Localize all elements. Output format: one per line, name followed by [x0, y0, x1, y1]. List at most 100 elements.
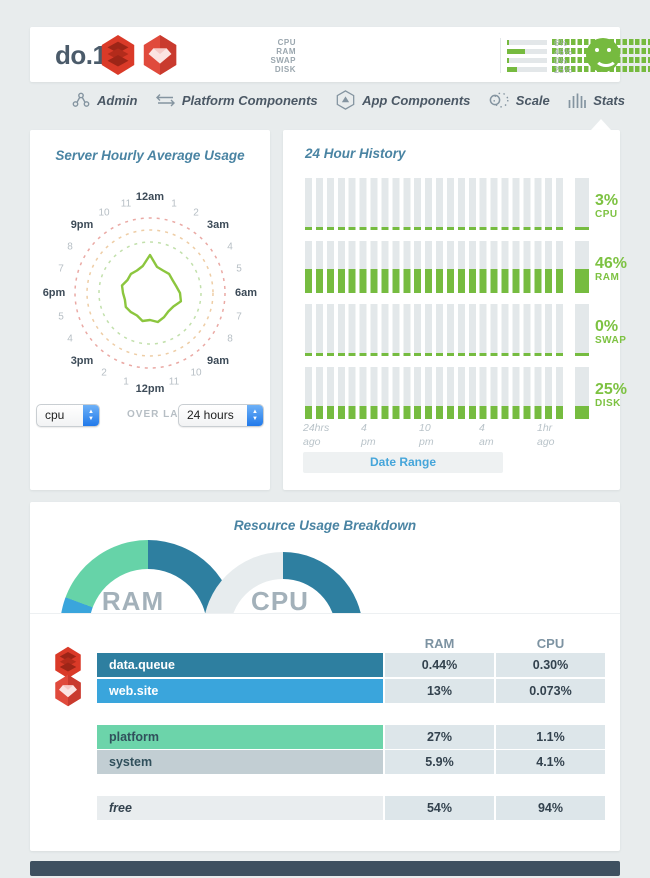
clock-label: 8 [67, 241, 73, 253]
meter-label: RAM [276, 47, 296, 56]
header-meter-row: CPU [250, 38, 650, 47]
panel-title: 24 Hour History [305, 146, 406, 161]
clock-rings [74, 217, 226, 369]
cpu-donut-label: CPU [251, 586, 309, 614]
clock-label: 3am [206, 219, 230, 231]
history-metric: DISK [595, 398, 621, 409]
gem-icon [55, 674, 81, 707]
clock-label: 12am [135, 191, 165, 203]
ram-percent: 46% [554, 47, 573, 57]
stacked-layers-icon [55, 646, 81, 679]
usage-blob [120, 253, 183, 324]
x-axis-label: 4 am [479, 422, 494, 448]
header-bar: do.1 CPU RAM SWAP DISK 6% 46% 0% 25% [30, 27, 650, 82]
clock-label: 2 [101, 367, 107, 379]
clock-label: 2 [193, 207, 199, 219]
nav-label: Scale [515, 92, 550, 108]
ram-donut-label: RAM [101, 586, 165, 614]
cpu-percent: 6% [554, 38, 568, 48]
header-meter-row: DISK [250, 65, 650, 74]
row-name-data-queue: data.queue [97, 653, 383, 677]
nav-item-stats[interactable]: Stats [568, 93, 625, 108]
cpu-mini-bar [507, 40, 547, 45]
select-stepper-icon: ▲ ▼ [247, 405, 263, 426]
clock-label: 4 [227, 241, 233, 253]
history-row-ram: 46% RAM [305, 241, 627, 293]
nav-label: Stats [593, 92, 625, 108]
header-meter-row: RAM [250, 47, 650, 56]
hourly-clock-chart: 12am 1 2 3am 4 5 6am 7 8 9am 10 11 12pm … [30, 173, 270, 413]
active-tab-caret [591, 119, 611, 130]
cell-cpu: 0.073% [496, 679, 605, 703]
meter-label: DISK [274, 65, 296, 74]
clock-label: 9pm [70, 219, 94, 231]
clock-label: 7 [58, 263, 64, 275]
panel-title: Resource Usage Breakdown [233, 518, 417, 533]
main-nav: Admin Platform Components App Components… [72, 88, 625, 112]
metric-select-value: cpu [45, 408, 65, 422]
gem-icon [143, 34, 177, 76]
nav-item-platform-components[interactable]: Platform Components [155, 92, 318, 108]
row-name-platform: platform [97, 725, 383, 749]
nav-label: App Components [362, 92, 471, 108]
app-title: do.1 [55, 40, 107, 70]
clock-label: 6pm [42, 287, 66, 299]
donut-charts: RAM CPU [30, 538, 620, 614]
x-axis-label: 4 pm [361, 422, 376, 448]
clock-label: 8 [227, 333, 233, 345]
hourly-usage-panel: Server Hourly Average Usage 12am 1 2 3am… [30, 130, 270, 490]
clock-label: 5 [58, 311, 64, 323]
clock-label: 11 [168, 376, 180, 388]
cell-cpu: 4.1% [496, 750, 605, 774]
row-name-web-site: web.site [97, 679, 383, 703]
history-row-swap: 0% SWAP [305, 304, 626, 356]
history-percent: 25% [595, 381, 628, 398]
cell-ram: 54% [385, 796, 494, 820]
row-name-free: free [97, 796, 383, 820]
cell-cpu: 1.1% [496, 725, 605, 749]
history-row-disk: 25% DISK [305, 367, 627, 419]
clock-label: 5 [236, 263, 242, 275]
swap-mini-bar [507, 58, 547, 63]
stacked-layers-icon [101, 34, 135, 76]
history-row-cpu: 3% CPU [305, 178, 618, 230]
history-metric: RAM [595, 272, 620, 283]
clock-label: 9am [206, 355, 230, 367]
disk-mini-bar [507, 67, 547, 72]
scale-circles-icon [489, 92, 509, 108]
cell-ram: 13% [385, 679, 494, 703]
admin-nodes-icon [72, 92, 90, 107]
meter-label: SWAP [270, 56, 296, 65]
clock-label: 11 [120, 198, 132, 210]
stats-bars-icon [568, 93, 587, 108]
footer-bar [30, 861, 620, 876]
nav-item-admin[interactable]: Admin [72, 92, 137, 108]
clock-label: 6am [234, 287, 258, 299]
x-axis-label: 10 pm [419, 422, 434, 448]
cell-ram: 0.44% [385, 653, 494, 677]
history-percent: 0% [595, 318, 619, 335]
cell-cpu: 0.30% [496, 653, 605, 677]
cell-ram: 27% [385, 725, 494, 749]
clock-label: 1 [171, 198, 177, 210]
x-axis-label: 1hr ago [537, 422, 555, 448]
clock-label: 3pm [70, 355, 94, 367]
range-select[interactable]: 24 hours ▲ ▼ [178, 404, 264, 427]
meter-label: CPU [277, 38, 296, 47]
nav-label: Platform Components [181, 92, 318, 108]
nav-item-scale[interactable]: Scale [489, 92, 550, 108]
disk-percent: 25% [554, 65, 573, 75]
date-range-button[interactable]: Date Range [303, 452, 503, 473]
panel-title: Server Hourly Average Usage [55, 148, 245, 163]
nav-item-app-components[interactable]: App Components [336, 90, 470, 110]
header-divider [500, 38, 501, 73]
nav-label: Admin [97, 92, 138, 108]
breakdown-panel: Resource Usage Breakdown RAM CPU RAM CPU… [30, 502, 620, 851]
header-meter-row: SWAP [250, 56, 650, 65]
metric-select[interactable]: cpu ▲ ▼ [36, 404, 100, 427]
over-last-label: OVER LAST [127, 409, 194, 420]
cell-ram: 5.9% [385, 750, 494, 774]
x-axis-label: 24hrs ago [303, 422, 330, 448]
history-percent: 46% [595, 255, 628, 272]
swap-percent: 0% [554, 56, 568, 66]
